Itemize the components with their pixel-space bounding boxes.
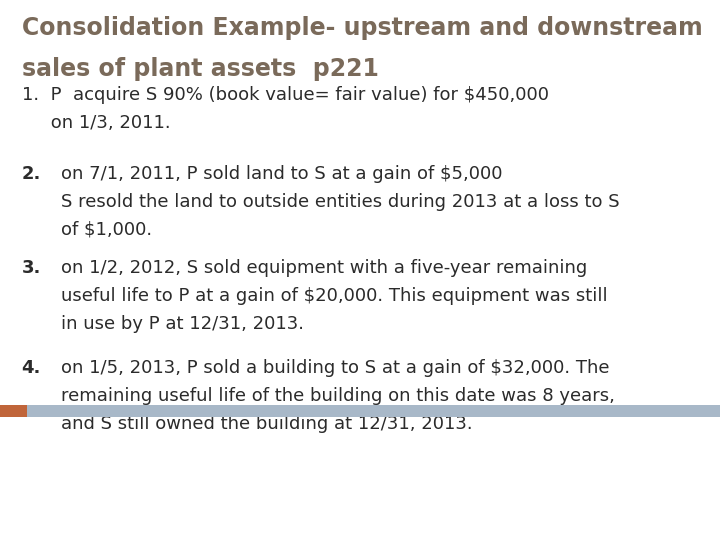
Text: S resold the land to outside entities during 2013 at a loss to S: S resold the land to outside entities du…: [61, 193, 620, 211]
Text: on 1/3, 2011.: on 1/3, 2011.: [22, 114, 170, 132]
Text: useful life to P at a gain of $20,000. This equipment was still: useful life to P at a gain of $20,000. T…: [61, 287, 608, 305]
Text: on 7/1, 2011, P sold land to S at a gain of $5,000: on 7/1, 2011, P sold land to S at a gain…: [61, 165, 503, 183]
Text: remaining useful life of the building on this date was 8 years,: remaining useful life of the building on…: [61, 387, 615, 405]
Text: on 1/5, 2013, P sold a building to S at a gain of $32,000. The: on 1/5, 2013, P sold a building to S at …: [61, 359, 610, 377]
Text: 1.  P  acquire S 90% (book value= fair value) for $450,000: 1. P acquire S 90% (book value= fair val…: [22, 86, 549, 104]
Text: and S still owned the building at 12/31, 2013.: and S still owned the building at 12/31,…: [61, 415, 473, 433]
Text: 3.: 3.: [22, 259, 41, 277]
Text: of $1,000.: of $1,000.: [61, 221, 153, 239]
Text: in use by P at 12/31, 2013.: in use by P at 12/31, 2013.: [61, 315, 304, 333]
Text: Consolidation Example- upstream and downstream: Consolidation Example- upstream and down…: [22, 16, 702, 40]
Bar: [27, 405, 720, 417]
Text: sales of plant assets  p221: sales of plant assets p221: [22, 57, 379, 80]
Bar: [0, 405, 27, 417]
Text: 2.: 2.: [22, 165, 41, 183]
Text: 4.: 4.: [22, 359, 41, 377]
Text: on 1/2, 2012, S sold equipment with a five-year remaining: on 1/2, 2012, S sold equipment with a fi…: [61, 259, 588, 277]
